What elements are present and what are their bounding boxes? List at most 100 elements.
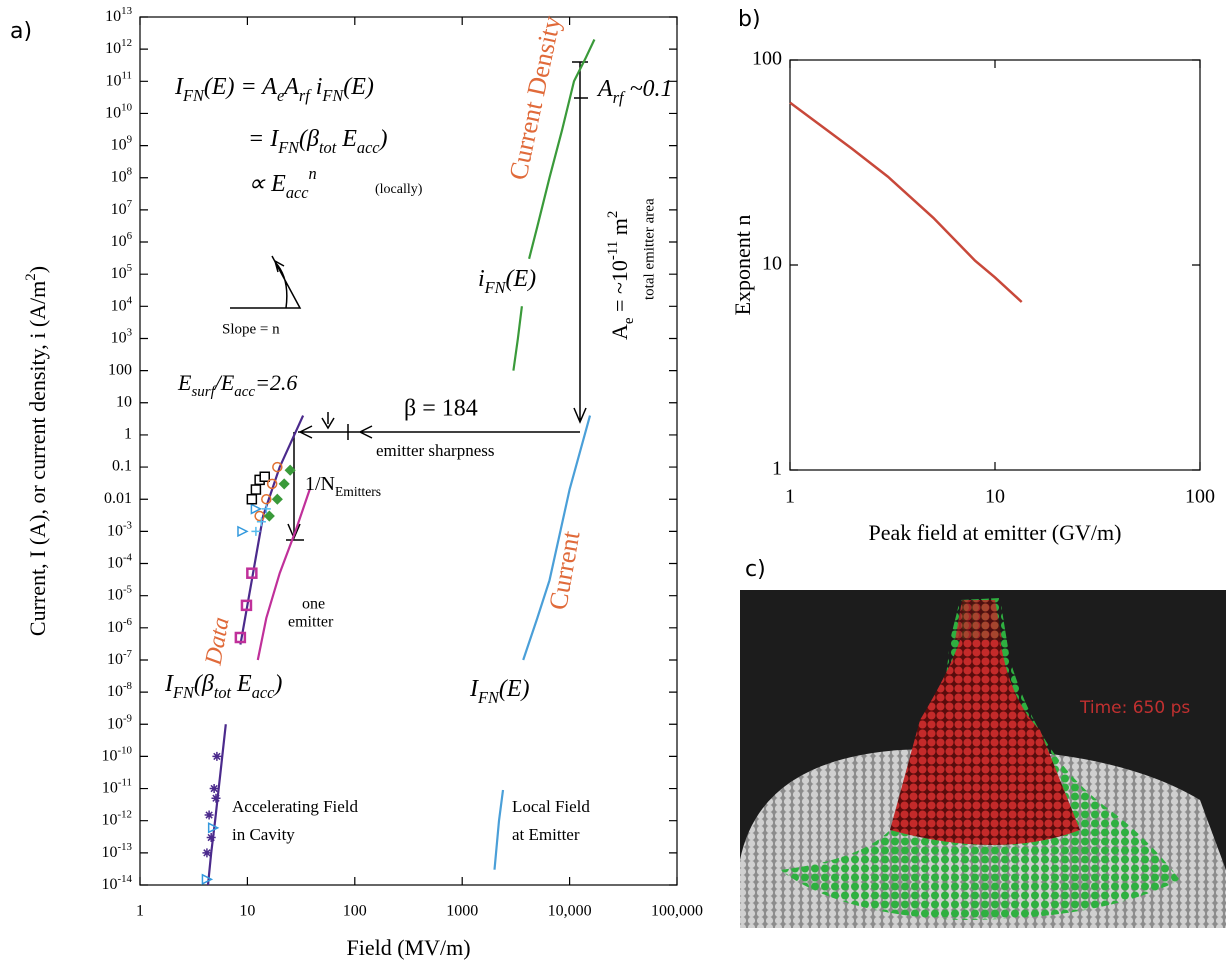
annotation: Esurf/Eacc=2.6 [177,370,297,400]
annotation: Local Field [512,797,590,816]
y-tick-label: 1011 [106,69,132,89]
data-line [789,101,1023,303]
x-tick-label: 10,000 [548,903,592,920]
x-tick-label: 100 [343,903,367,920]
annotation: Current [543,528,585,612]
y-tick-label: 0.01 [104,490,132,507]
annotation: IFN(βtot Eacc) [164,671,282,703]
x-axis-label: Field (MV/m) [346,935,470,960]
annotation: total emitter area [641,198,657,300]
y-tick-label: 10 [116,393,132,410]
data-point [201,873,214,886]
data-line [256,489,311,661]
data-point [246,567,258,579]
y-tick-label: 10 [762,253,782,275]
y-tick-label: 106 [111,230,133,250]
data-point [251,526,261,536]
y-tick-label: 1013 [105,5,132,25]
x-axis-label: Peak field at emitter (GV/m) [869,520,1122,545]
data-point [237,525,249,538]
y-tick-label: 10-6 [107,615,133,635]
y-tick-label: 10-11 [102,776,132,796]
annotation: ∝ Eaccn [248,164,317,202]
annotation: β = 184 [404,396,478,422]
x-tick-label: 1 [136,903,144,920]
annotation: Data [201,615,235,668]
data-point [202,848,212,858]
data-point [261,493,272,505]
data-point [271,493,283,505]
y-tick-label: 105 [111,262,133,282]
data-point [278,478,290,490]
data-line [512,39,596,371]
annotation: in Cavity [232,825,295,844]
panel-label: a) [10,19,32,44]
y-tick-label: 107 [111,197,133,217]
annotation: (locally) [375,182,423,197]
y-tick-label: 10-5 [107,583,133,603]
data-point [206,833,216,843]
data-point [211,793,221,803]
plot-frame [789,59,1201,471]
data-point [284,464,296,476]
data-point [234,631,247,644]
annotation: Current Density [503,13,566,182]
y-tick-label: 108 [111,165,133,185]
annotation: Ae = ~10-11 m2 [605,211,637,340]
data-point [240,599,253,612]
y-tick-label: 10-4 [107,551,133,571]
y-tick-label: 10-3 [107,519,133,539]
y-tick-label: 100 [752,48,782,70]
x-tick-label: 1000 [446,903,478,920]
annotation-arrows [230,61,588,541]
y-tick-label: 104 [111,294,133,314]
panel-label: b) [738,7,761,32]
simulation-image: Time: 650 ps [740,590,1226,928]
data-point [259,471,270,483]
annotation: at Emitter [512,825,580,844]
y-tick-label: 1 [772,458,782,480]
y-tick-label: 10-14 [102,873,133,893]
data-line [493,415,592,870]
x-tick-label: 10 [985,486,1005,508]
x-tick-label: 100,000 [651,903,703,920]
y-tick-label: 109 [111,133,132,153]
data-point [272,461,283,473]
data-point [261,504,271,514]
annotation: Slope = n [222,321,280,337]
y-tick-label: 103 [111,326,133,346]
y-tick-label: 10-8 [107,680,133,700]
y-axis-label: Current, I (A), or current density, i (A… [23,266,50,636]
data-point [246,493,258,505]
y-axis-label: Exponent n [730,215,755,316]
data-point [212,751,222,761]
annotation: 1/NEmitters [305,473,381,499]
plot-frame [139,16,678,886]
data-point [207,822,220,834]
x-tick-label: 1 [785,486,795,508]
annotation: IFN(E) = AeArf iFN(E) [174,74,374,106]
annotation: Arf ~0.1 [596,76,673,108]
annotation: = IFN(βtot Eacc) [248,126,388,158]
y-tick-label: 1 [124,426,132,443]
y-tick-label: 10-13 [102,840,133,860]
x-tick-label: 100 [1185,486,1215,508]
panel-label: c) [745,557,766,582]
annotation: emitter sharpness [376,441,495,460]
annotation: IFN(E) [469,676,530,708]
data-point [250,503,263,515]
y-tick-label: 1012 [105,37,132,57]
y-tick-label: 1010 [105,101,132,121]
annotation: Accelerating Field [232,797,359,816]
y-tick-label: 10-10 [102,744,133,764]
y-tick-label: 0.1 [112,458,132,475]
overlay-text: Time: 650 ps [1079,698,1190,718]
data-point [266,478,278,490]
annotation: one [302,596,325,613]
x-tick-label: 10 [239,903,255,920]
annotation: emitter [288,614,334,631]
data-point [204,810,214,820]
data-point [250,484,262,495]
y-tick-label: 10-9 [107,712,132,732]
